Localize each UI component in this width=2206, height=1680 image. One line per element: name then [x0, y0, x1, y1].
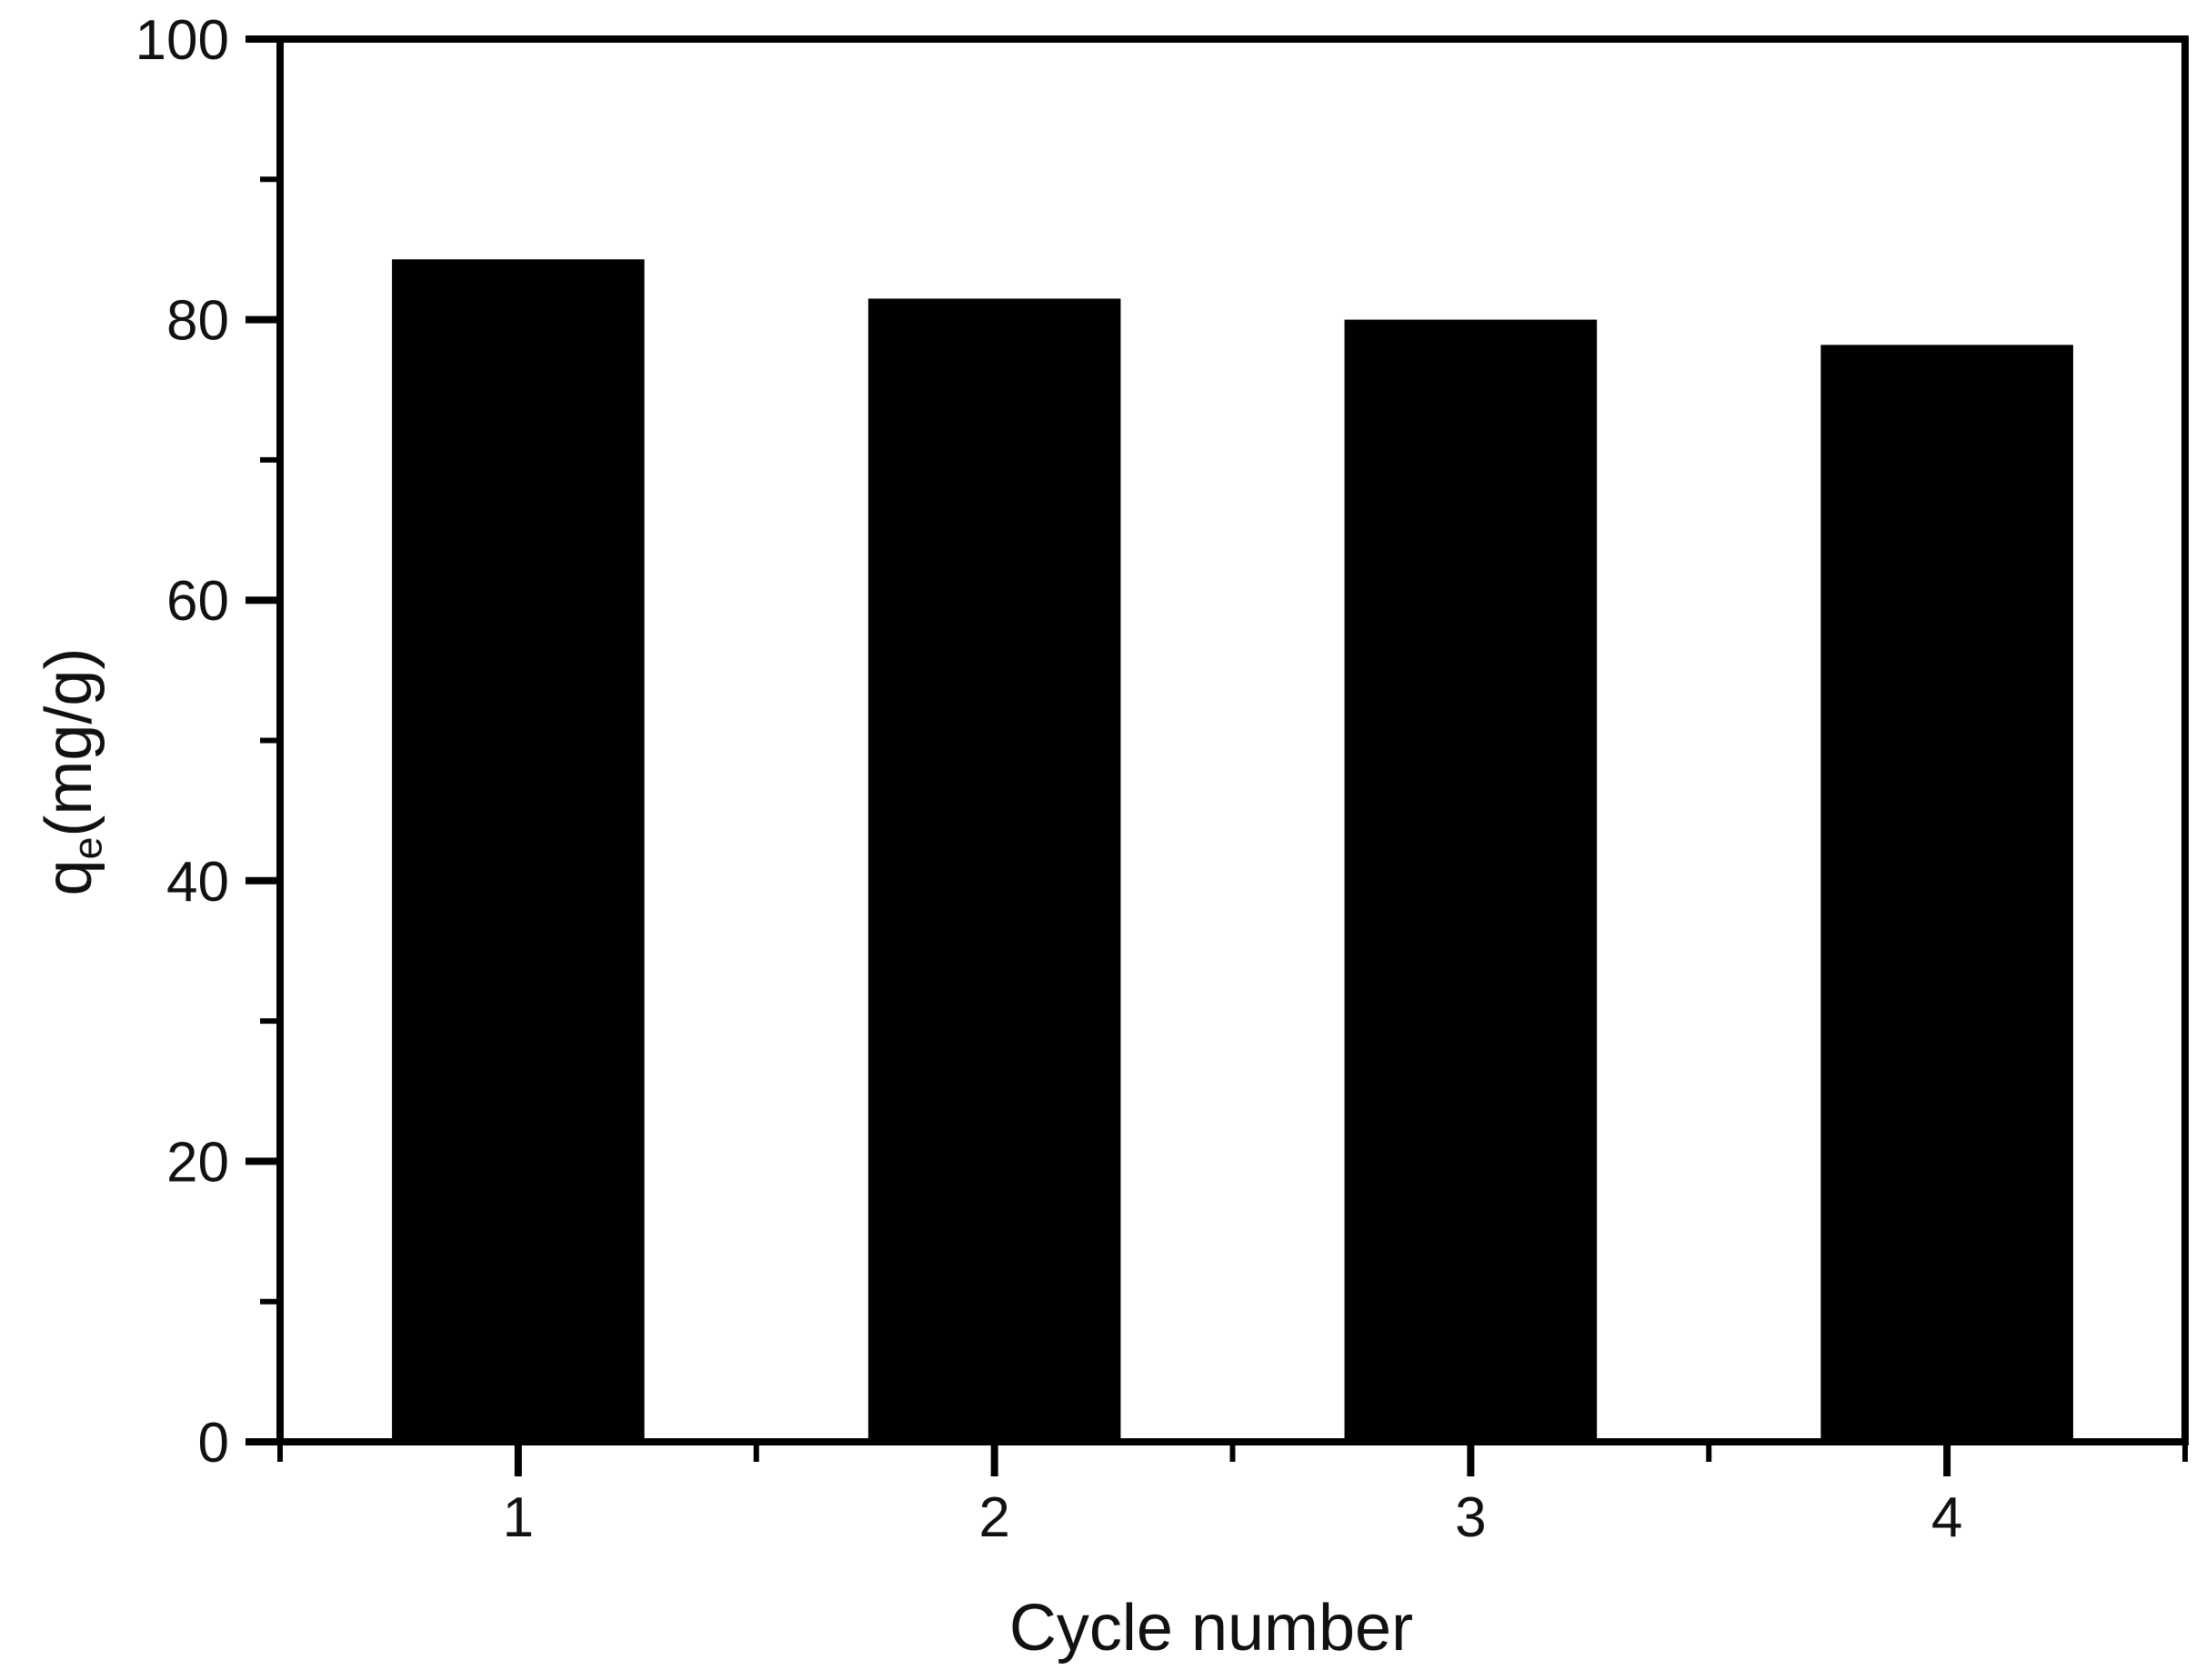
x-tick-label: 3 [1455, 1486, 1486, 1549]
y-tick-label: 20 [166, 1131, 229, 1194]
x-axis-title: Cycle number [1008, 1592, 1414, 1665]
y-tick-label: 100 [135, 9, 229, 72]
bar-cycle-4 [1820, 345, 2073, 1442]
x-tick-label: 1 [503, 1486, 534, 1549]
y-tick-label: 60 [166, 570, 229, 633]
bar-cycle-1 [392, 259, 645, 1443]
y-axis-title-symbol: q [33, 859, 106, 896]
y-tick-label: 40 [166, 851, 229, 914]
y-tick-label: 0 [198, 1412, 229, 1475]
bar-cycle-2 [867, 298, 1121, 1443]
x-tick-label: 4 [1931, 1486, 1962, 1549]
y-axis-title-units: (mg/g) [33, 647, 106, 837]
y-tick-label: 80 [166, 290, 229, 353]
bar-cycle-3 [1344, 319, 1598, 1443]
x-tick-label: 2 [978, 1486, 1009, 1549]
y-axis-title: qe(mg/g) [33, 647, 111, 896]
y-axis-title-subscript: e [65, 836, 111, 860]
